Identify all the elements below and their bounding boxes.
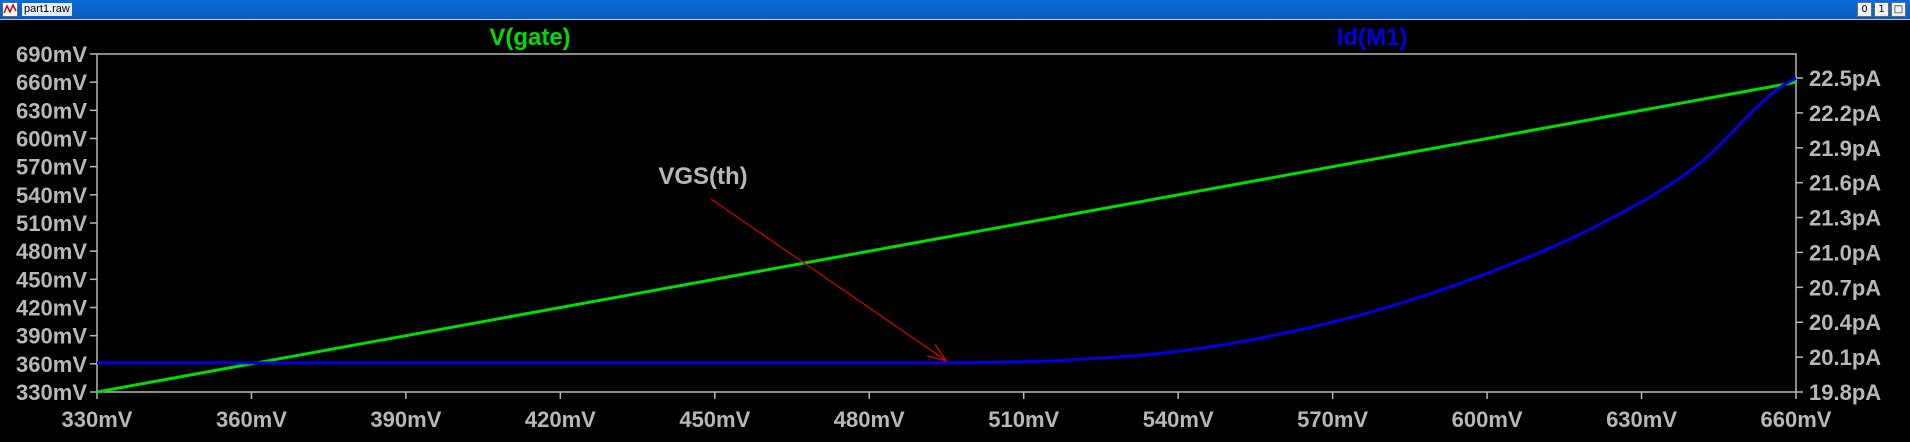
- y-left-tick-label: 420mV: [16, 296, 87, 321]
- x-tick-label: 480mV: [834, 407, 905, 432]
- y-right-tick-label: 21.0pA: [1809, 240, 1881, 265]
- x-tick-label: 630mV: [1606, 407, 1677, 432]
- y-right-tick-label: 19.8pA: [1809, 380, 1881, 405]
- y-right-tick-label: 20.7pA: [1809, 275, 1881, 300]
- y-left-tick-label: 510mV: [16, 211, 87, 236]
- y-right-tick-label: 20.1pA: [1809, 345, 1881, 370]
- y-left-tick-label: 630mV: [16, 98, 87, 123]
- plot-area[interactable]: 330mV 360mV 390mV 420mV 450mV 480mV 510mV 540mV…: [0, 20, 1910, 442]
- x-tick-label: 660mV: [1761, 407, 1832, 432]
- y-right-tick-label: 20.4pA: [1809, 310, 1881, 335]
- y-left-tick-label: 450mV: [16, 267, 87, 292]
- y-left-tick-label: 360mV: [16, 352, 87, 377]
- y-left-tick-label: 570mV: [16, 155, 87, 180]
- y-right-tick-label: 22.5pA: [1809, 66, 1881, 91]
- x-tick-label: 570mV: [1297, 407, 1368, 432]
- x-tick-label: 330mV: [62, 407, 133, 432]
- window-controls: 0 1 □: [1857, 2, 1906, 17]
- vgs-th-annotation-label[interactable]: VGS(th): [658, 163, 747, 190]
- x-tick-label: 540mV: [1143, 407, 1214, 432]
- id-m1-trace[interactable]: [97, 76, 1797, 365]
- x-tick-label: 420mV: [525, 407, 596, 432]
- x-tick-label: 600mV: [1452, 407, 1523, 432]
- minimize-button[interactable]: 0: [1857, 2, 1872, 17]
- y-left-tick-label: 600mV: [16, 127, 87, 152]
- y-left-tick-label: 330mV: [16, 380, 87, 405]
- x-tick-label: 510mV: [988, 407, 1059, 432]
- id-m1-trace-label[interactable]: Id(M1): [1337, 24, 1408, 51]
- y-right-tick-label: 21.9pA: [1809, 136, 1881, 161]
- title-bar[interactable]: part1.raw 0 1 □: [0, 0, 1910, 20]
- y-left-tick-label: 540mV: [16, 183, 87, 208]
- waveform-icon: [2, 2, 18, 17]
- x-tick-label: 390mV: [370, 407, 441, 432]
- vgate-trace-label[interactable]: V(gate): [489, 24, 570, 51]
- restore-button[interactable]: 1: [1874, 2, 1889, 17]
- window-title: part1.raw: [22, 3, 72, 16]
- x-tick-label: 450mV: [679, 407, 750, 432]
- y-right-tick-label: 21.6pA: [1809, 171, 1881, 196]
- y-right-tick-label: 21.3pA: [1809, 206, 1881, 231]
- y-left-tick-label: 660mV: [16, 70, 87, 95]
- y-left-tick-label: 480mV: [16, 239, 87, 264]
- y-left-tick-label: 690mV: [16, 42, 87, 67]
- x-tick-label: 360mV: [216, 407, 287, 432]
- plot-frame: [96, 53, 1797, 393]
- maximize-button[interactable]: □: [1891, 2, 1906, 17]
- vgate-trace[interactable]: [96, 80, 1797, 394]
- vgs-th-arrow[interactable]: [710, 198, 947, 361]
- y-left-tick-label: 390mV: [16, 324, 87, 349]
- y-right-tick-label: 22.2pA: [1809, 101, 1881, 126]
